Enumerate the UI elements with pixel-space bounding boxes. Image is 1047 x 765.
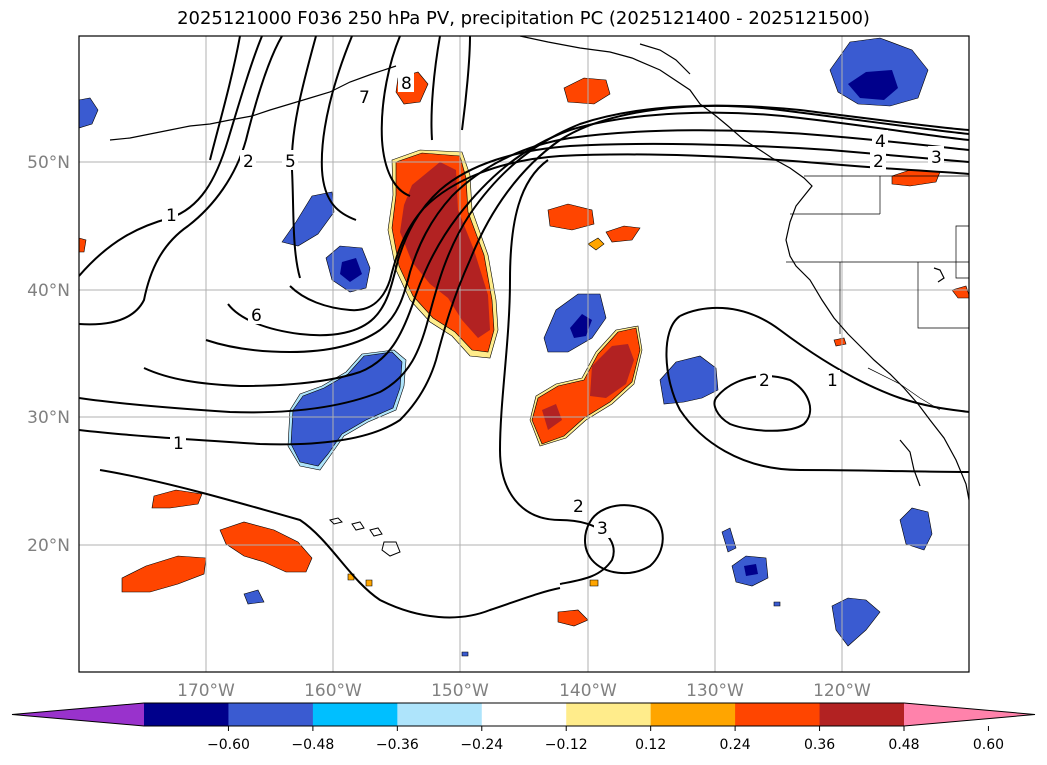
map-frame xyxy=(78,35,970,673)
hawaii-islands xyxy=(329,517,401,557)
colorbar-segment xyxy=(312,703,398,726)
contour-label: 6 xyxy=(251,306,262,326)
contour-label: 8 xyxy=(401,74,412,94)
colorbar-extend-min xyxy=(12,703,144,726)
colorbar: −0.60 −0.48 −0.36 −0.24 −0.12 0.12 0.24 0.36 0.4… xyxy=(11,702,1036,753)
map-area: 1 2 5 7 8 6 1 2 3 4 2 3 2 1 xyxy=(79,36,969,672)
contour-label: 3 xyxy=(931,148,942,168)
contour-label: 4 xyxy=(875,132,886,152)
colorbar-segment xyxy=(566,703,652,726)
lat-label-30n: 30°N xyxy=(27,408,70,428)
contour-label: 7 xyxy=(359,88,370,108)
contour-label: 1 xyxy=(827,371,838,391)
colorbar-tick-label: 0.48 xyxy=(888,737,919,753)
colorbar-tick-label: 0.12 xyxy=(635,737,666,753)
colorbar-segment xyxy=(481,703,567,726)
latitude-labels: 50°N 40°N 30°N 20°N xyxy=(27,153,70,556)
lon-label-120w: 120°W xyxy=(813,681,871,701)
colorbar-tick-label: 0.36 xyxy=(804,737,835,753)
colorbar-tick-label: 0.24 xyxy=(720,737,751,753)
colorbar-outline xyxy=(11,702,1036,727)
colorbar-extend-max xyxy=(904,703,1035,726)
colorbar-tick-label: −0.12 xyxy=(545,737,588,753)
colorbar-segment xyxy=(144,703,229,726)
contour-label: 3 xyxy=(597,519,608,539)
lon-label-150w: 150°W xyxy=(431,681,489,701)
precipitation-shading xyxy=(79,37,969,657)
contour-label: 2 xyxy=(759,371,770,391)
lon-label-160w: 160°W xyxy=(304,681,362,701)
colorbar-segment xyxy=(650,703,736,726)
contour-label: 2 xyxy=(573,497,584,517)
lon-label-140w: 140°W xyxy=(559,681,617,701)
colorbar-tick-label: 0.60 xyxy=(973,737,1004,753)
colorbar-segment xyxy=(735,703,821,726)
contour-labels: 1 2 5 7 8 6 1 2 3 4 2 3 2 1 xyxy=(162,72,944,539)
colorbar-segment xyxy=(228,703,314,726)
contour-label: 2 xyxy=(243,152,254,172)
pv-contours xyxy=(79,36,969,619)
lon-label-130w: 130°W xyxy=(686,681,744,701)
political-borders xyxy=(786,175,969,411)
colorbar-tick-label: −0.60 xyxy=(207,737,250,753)
lat-label-40n: 40°N xyxy=(27,281,70,301)
colorbar-tick-label: −0.24 xyxy=(460,737,503,753)
contour-label: 1 xyxy=(166,206,177,226)
longitude-labels: 170°W 160°W 150°W 140°W 130°W 120°W xyxy=(177,681,871,701)
lat-label-20n: 20°N xyxy=(27,536,70,556)
colorbar-tick-label: −0.36 xyxy=(376,737,419,753)
colorbar-segment xyxy=(397,703,483,726)
gridlines xyxy=(79,36,969,672)
lon-label-170w: 170°W xyxy=(177,681,235,701)
lat-label-50n: 50°N xyxy=(27,153,70,173)
colorbar-segment xyxy=(819,703,905,726)
map-title: 2025121000 F036 250 hPa PV, precipitatio… xyxy=(177,8,870,29)
contour-label: 1 xyxy=(173,434,184,454)
colorbar-tick-label: −0.48 xyxy=(291,737,334,753)
contour-label: 2 xyxy=(873,152,884,172)
contour-label: 5 xyxy=(285,152,296,172)
